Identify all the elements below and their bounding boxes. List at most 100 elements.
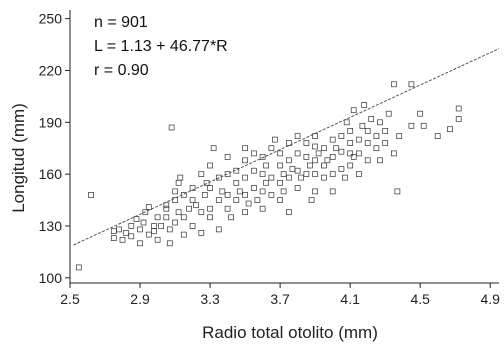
data-point — [385, 110, 392, 117]
data-point — [219, 188, 226, 195]
data-point — [356, 171, 362, 177]
data-point — [128, 223, 135, 229]
data-point — [245, 200, 252, 207]
y-tick-label: 100 — [39, 270, 63, 286]
data-point — [298, 174, 304, 181]
data-point — [189, 197, 196, 203]
data-point — [329, 154, 336, 160]
data-point — [207, 214, 213, 221]
data-point — [228, 214, 234, 221]
y-tick-label: 190 — [39, 114, 63, 130]
data-point — [263, 179, 269, 186]
data-point — [154, 214, 161, 221]
data-point — [373, 145, 380, 152]
data-point — [307, 162, 313, 169]
data-point — [294, 185, 301, 191]
data-point — [268, 192, 275, 198]
data-point — [342, 174, 348, 181]
data-point — [343, 119, 350, 126]
data-point — [172, 219, 178, 226]
data-point — [186, 205, 192, 212]
data-point — [356, 150, 362, 157]
data-point — [110, 228, 117, 235]
x-axis-title: Radio total otolito (mm) — [202, 323, 378, 342]
data-point — [324, 157, 331, 164]
data-point — [312, 188, 318, 195]
y-tick-label: 250 — [39, 11, 63, 27]
data-point — [242, 174, 248, 181]
data-point — [347, 140, 354, 146]
data-point — [312, 133, 318, 139]
data-point — [259, 171, 266, 177]
data-point — [224, 205, 231, 212]
data-point — [259, 205, 266, 212]
data-point — [280, 188, 287, 195]
data-point — [215, 174, 222, 181]
data-point — [175, 179, 182, 186]
data-point — [329, 136, 336, 143]
data-point — [338, 133, 345, 139]
data-point — [137, 226, 143, 233]
data-point — [268, 174, 275, 181]
data-point — [272, 136, 278, 143]
data-point — [312, 171, 318, 177]
data-point — [251, 167, 257, 174]
data-point — [172, 188, 178, 195]
data-point — [396, 133, 403, 139]
data-point — [158, 223, 164, 229]
data-point — [251, 185, 257, 191]
data-point — [210, 145, 217, 152]
data-point — [286, 157, 292, 164]
data-point — [142, 209, 149, 216]
data-point — [224, 154, 231, 160]
axes — [69, 10, 499, 284]
data-point — [207, 162, 213, 169]
data-point — [359, 122, 366, 129]
data-point — [350, 154, 357, 160]
data-point — [277, 197, 283, 203]
data-point — [338, 148, 345, 155]
data-point — [312, 143, 318, 150]
x-tick-label: 2.9 — [130, 291, 150, 307]
data-point — [259, 154, 266, 160]
data-point — [242, 209, 248, 216]
data-point — [321, 162, 327, 169]
data-point — [350, 107, 357, 114]
data-point — [286, 140, 292, 146]
data-point — [224, 192, 231, 198]
data-point — [394, 188, 401, 195]
data-point — [224, 171, 231, 177]
data-point — [189, 223, 196, 229]
data-point — [254, 197, 261, 203]
data-point — [347, 150, 354, 157]
annotation-n: n = 901 — [94, 14, 148, 31]
data-point — [338, 166, 345, 172]
data-point — [151, 223, 157, 229]
data-point — [447, 126, 453, 133]
data-point — [315, 150, 322, 157]
data-point — [434, 133, 441, 139]
data-point — [277, 179, 283, 186]
data-point — [356, 136, 362, 143]
data-point — [408, 122, 415, 129]
data-point — [308, 197, 315, 203]
data-point — [201, 192, 208, 198]
data-point — [168, 124, 175, 131]
data-point — [88, 192, 94, 198]
x-tick-label: 3.7 — [270, 291, 290, 307]
data-point — [455, 116, 462, 122]
data-point — [303, 154, 310, 160]
data-point — [333, 145, 340, 152]
data-point — [128, 233, 135, 240]
data-point — [236, 188, 243, 195]
data-point — [198, 171, 205, 177]
data-point — [242, 192, 248, 198]
data-point — [198, 230, 205, 236]
y-tick-label: 160 — [39, 166, 63, 182]
x-tick-label: 4.5 — [410, 291, 430, 307]
data-points — [75, 81, 462, 271]
ticks: 2.5 2.9 3.3 3.7 4.1 4.5 4.9 100 130 160 190 220 250 — [39, 11, 501, 307]
data-point — [286, 174, 292, 181]
data-point — [303, 171, 310, 177]
data-point — [207, 185, 213, 191]
